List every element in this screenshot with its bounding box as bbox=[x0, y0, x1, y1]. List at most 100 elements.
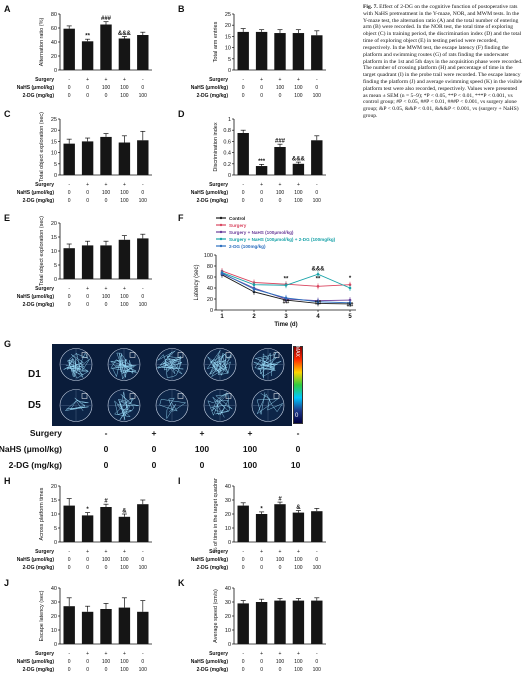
condition-value: 0 bbox=[315, 557, 318, 563]
condition-value: + bbox=[260, 651, 263, 657]
maze-condition-value: + bbox=[152, 428, 157, 438]
x-tick-label: 3 bbox=[284, 314, 288, 320]
bar bbox=[100, 609, 112, 644]
caption-text: Effect of 2-DG on the cognitive function… bbox=[363, 4, 523, 119]
maze-condition-value: 100 bbox=[243, 460, 257, 470]
condition-row-label: 2-DG (mg/kg) bbox=[197, 93, 229, 99]
condition-value: 0 bbox=[68, 93, 71, 99]
y-tick-label: 60 bbox=[207, 275, 213, 281]
condition-row-label: NaHS (μmol/kg) bbox=[17, 659, 55, 665]
bar bbox=[100, 507, 112, 542]
data-point bbox=[284, 296, 288, 300]
data-point bbox=[252, 283, 256, 286]
condition-row-label: 2-DG (mg/kg) bbox=[23, 565, 55, 571]
bar bbox=[118, 38, 131, 70]
bar bbox=[118, 607, 131, 644]
maze-condition-row-label: 2-DG (mg/kg) bbox=[9, 460, 63, 470]
y-tick-label: 20 bbox=[51, 221, 57, 227]
condition-row-label: NaHS (μmol/kg) bbox=[191, 190, 229, 196]
chart-i-target-quadrant-time: 0 10 20 30 40 % of time in the target quadran… bbox=[191, 478, 326, 571]
significance-mark: ## bbox=[347, 303, 354, 309]
y-axis-label: Average speed (cm/s) bbox=[213, 589, 219, 643]
condition-value: 0 bbox=[86, 93, 89, 99]
bar bbox=[292, 512, 305, 542]
significance-mark: &&& bbox=[118, 31, 132, 37]
swim-route bbox=[63, 352, 90, 379]
bar bbox=[292, 600, 305, 644]
y-tick-label: 20 bbox=[51, 484, 57, 490]
bar bbox=[255, 166, 268, 175]
condition-value: 0 bbox=[68, 659, 71, 665]
maze-conditions-table: Surgery - + + + - NaHS (μmol/kg) 0 0 100 100 0 2-DG … bbox=[0, 428, 300, 470]
maze-route-images bbox=[52, 344, 292, 426]
panel-label-a: A bbox=[4, 4, 11, 14]
condition-row-label: Surgery bbox=[35, 549, 54, 555]
y-axis-label: Total arm entries bbox=[213, 21, 219, 62]
legend-label: Surgery + NaHS (100μmol/kg) bbox=[229, 230, 294, 235]
condition-value: 0 bbox=[242, 667, 245, 673]
significance-mark: & bbox=[296, 505, 301, 511]
condition-value: 100 bbox=[294, 565, 303, 571]
x-axis-label: Time (d) bbox=[274, 322, 297, 328]
panel-label-k: K bbox=[178, 578, 185, 588]
condition-row-label: 2-DG (mg/kg) bbox=[23, 198, 55, 204]
condition-value: 0 bbox=[68, 190, 71, 196]
condition-value: + bbox=[297, 77, 300, 83]
condition-value: 100 bbox=[313, 198, 322, 204]
y-tick-label: 0.4 bbox=[223, 151, 231, 157]
condition-value: + bbox=[105, 651, 108, 657]
bar bbox=[100, 24, 112, 70]
condition-value: + bbox=[123, 549, 126, 555]
condition-row-label: Surgery bbox=[209, 549, 228, 555]
condition-value: 100 bbox=[102, 659, 111, 665]
x-tick-label: 1 bbox=[220, 314, 224, 320]
condition-value: 100 bbox=[276, 557, 285, 563]
maze-condition-value: 100 bbox=[243, 444, 257, 454]
y-tick-label: 10 bbox=[51, 628, 57, 634]
maze-condition-value: 0 bbox=[296, 444, 300, 454]
condition-row-label: Surgery bbox=[209, 651, 228, 657]
maze-condition-row-label: NaHS (μmol/kg) bbox=[0, 444, 62, 454]
condition-value: 0 bbox=[68, 294, 71, 300]
condition-value: 0 bbox=[141, 659, 144, 665]
condition-row-label: NaHS (μmol/kg) bbox=[17, 190, 55, 196]
condition-value: 100 bbox=[102, 85, 111, 91]
condition-value: + bbox=[260, 77, 263, 83]
maze-condition-value: + bbox=[200, 428, 205, 438]
condition-value: + bbox=[279, 651, 282, 657]
bar bbox=[81, 41, 94, 70]
bar bbox=[118, 239, 131, 279]
condition-value: 0 bbox=[279, 565, 282, 571]
condition-value: 100 bbox=[276, 659, 285, 665]
chart-h-across-platform-times: 0 5 10 15 20 Across platform times * # & Surgery -… bbox=[17, 484, 152, 571]
bar bbox=[311, 140, 323, 175]
condition-value: - bbox=[68, 549, 70, 555]
condition-value: 100 bbox=[294, 659, 303, 665]
condition-value: 0 bbox=[86, 294, 89, 300]
y-tick-label: 25 bbox=[51, 117, 57, 123]
bar bbox=[81, 611, 94, 644]
condition-value: 0 bbox=[260, 190, 263, 196]
y-tick-label: 20 bbox=[225, 23, 231, 29]
maze-condition-value: 0 bbox=[200, 460, 205, 470]
y-tick-label: 0 bbox=[228, 173, 231, 179]
y-tick-label: 0 bbox=[54, 277, 57, 283]
y-tick-label: 10 bbox=[51, 512, 57, 518]
condition-row-label: NaHS (μmol/kg) bbox=[17, 85, 55, 91]
condition-value: 100 bbox=[276, 85, 285, 91]
y-tick-label: 5 bbox=[228, 57, 231, 63]
y-tick-label: 100 bbox=[204, 253, 213, 259]
y-tick-label: 0 bbox=[228, 642, 231, 648]
swim-route bbox=[110, 352, 137, 380]
condition-value: 100 bbox=[120, 93, 129, 99]
y-axis-label: Across platform times bbox=[39, 487, 45, 540]
y-tick-label: 20 bbox=[207, 297, 213, 303]
y-tick-label: 0.6 bbox=[223, 139, 231, 145]
y-axis-label: Total object exploration (sec) bbox=[39, 112, 45, 182]
bar bbox=[311, 511, 323, 542]
condition-value: 0 bbox=[315, 659, 318, 665]
condition-value: + bbox=[86, 77, 89, 83]
condition-value: + bbox=[86, 182, 89, 188]
condition-value: 0 bbox=[141, 294, 144, 300]
swim-route bbox=[253, 351, 282, 379]
